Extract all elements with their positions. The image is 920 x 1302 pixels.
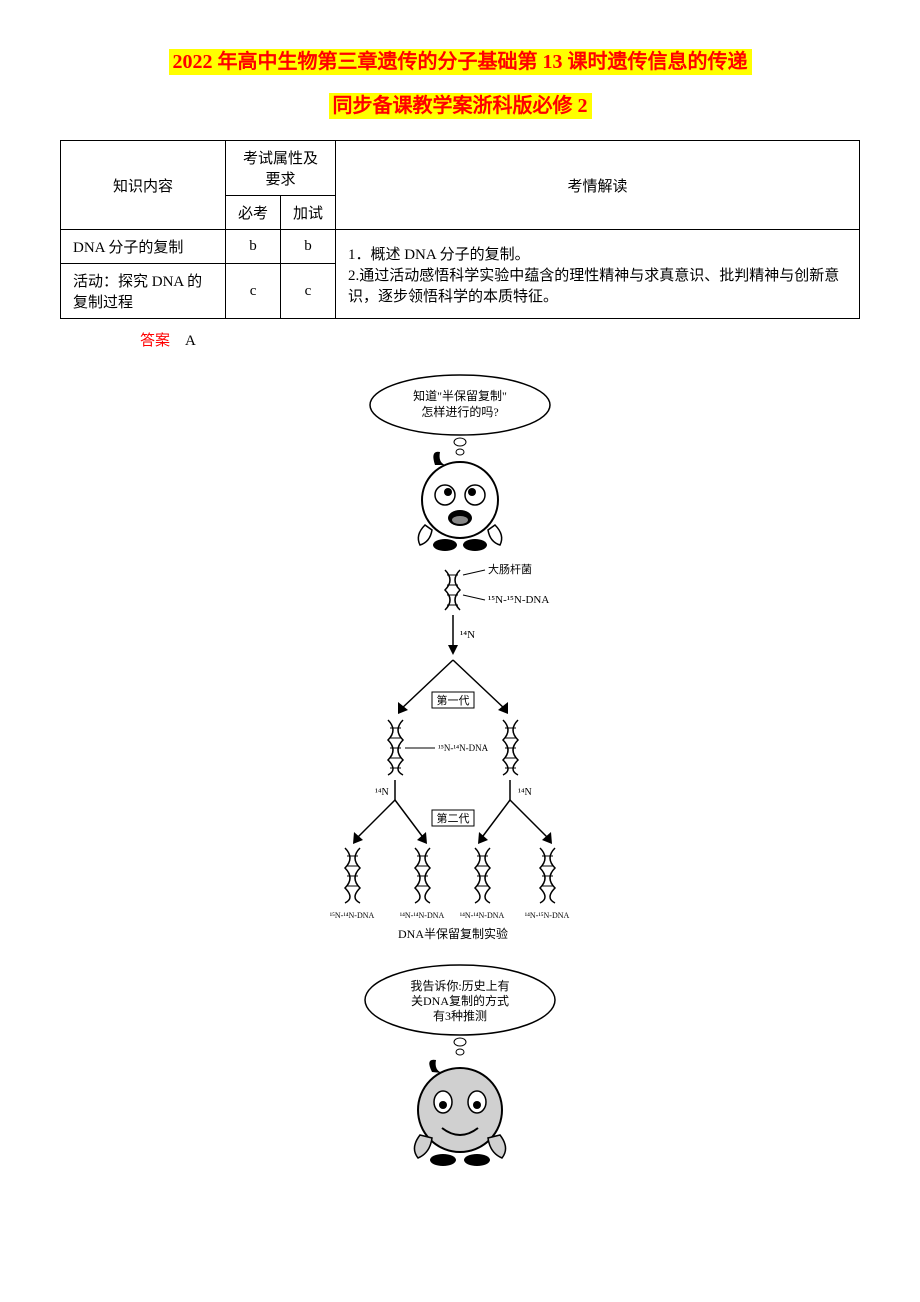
gen2-dna-1 xyxy=(345,848,360,903)
row2-req: c xyxy=(226,264,281,319)
answer-value: A xyxy=(185,333,196,349)
dna-experiment-diagram: 知道"半保留复制" 怎样进行的吗? 大肠杆菌 ¹⁵N-¹⁵N-DNA ¹⁴N xyxy=(260,370,660,1230)
n14-label-1: ¹⁴N xyxy=(460,629,475,641)
header-exam: 考试属性及要求 xyxy=(226,141,336,196)
title-line-1: 2022 年高中生物第三章遗传的分子基础第 13 课时遗传信息的传递 xyxy=(169,49,752,75)
table-header-row: 知识内容 考试属性及要求 考情解读 xyxy=(61,141,860,196)
answer-line: 答案 A xyxy=(140,329,860,350)
gen1-dna-right xyxy=(503,720,518,775)
mid-dna-label: ¹⁵N-¹⁴N-DNA xyxy=(438,743,489,753)
header-reading: 考情解读 xyxy=(335,141,859,230)
gen2-dna-3 xyxy=(475,848,490,903)
document-title-block: 2022 年高中生物第三章遗传的分子基础第 13 课时遗传信息的传递 同步备课教… xyxy=(60,40,860,128)
bubble1-text-l2: 怎样进行的吗? xyxy=(421,404,498,419)
row2-content: 活动：探究 DNA 的复制过程 xyxy=(61,264,226,319)
subheader-extra: 加试 xyxy=(281,196,336,230)
thought-bubble-2: 我告诉你:历史上有 关DNA复制的方式 有3种推测 xyxy=(365,965,555,1055)
cartoon-face-1 xyxy=(418,452,501,551)
ecoli-label: 大肠杆菌 xyxy=(488,562,532,576)
reading-cell: 1．概述 DNA 分子的复制。 2.通过活动感悟科学实验中蕴含的理性精神与求真意… xyxy=(335,230,859,319)
bubble2-text-l3: 有3种推测 xyxy=(433,1009,487,1023)
row1-content: DNA 分子的复制 xyxy=(61,230,226,264)
diagram-caption: DNA半保留复制实验 xyxy=(398,926,508,941)
gen2-label: 第二代 xyxy=(437,811,470,825)
ecoli-dna-icon xyxy=(445,570,460,610)
g2-label-d: ¹⁴N-¹⁵N-DNA xyxy=(525,911,570,920)
thought-bubble-1: 知道"半保留复制" 怎样进行的吗? xyxy=(370,375,550,455)
subheader-required: 必考 xyxy=(226,196,281,230)
row1-ext: b xyxy=(281,230,336,264)
gen1-label: 第一代 xyxy=(437,693,470,707)
row2-ext: c xyxy=(281,264,336,319)
g2-label-c: ¹⁴N-¹⁴N-DNA xyxy=(460,911,505,920)
reading-l1: 1．概述 DNA 分子的复制。 xyxy=(348,243,849,264)
n15-dna-label: ¹⁵N-¹⁵N-DNA xyxy=(488,594,549,606)
g2-label-a: ¹⁵N-¹⁴N-DNA xyxy=(330,911,375,920)
title-line-2: 同步备课教学案浙科版必修 2 xyxy=(329,93,592,119)
table-row: DNA 分子的复制 b b 1．概述 DNA 分子的复制。 2.通过活动感悟科学… xyxy=(61,230,860,264)
row1-req: b xyxy=(226,230,281,264)
answer-label: 答案 xyxy=(140,333,170,349)
n14-label-3: ¹⁴N xyxy=(518,787,532,798)
n14-label-2: ¹⁴N xyxy=(375,787,389,798)
diagram-area: 知道"半保留复制" 怎样进行的吗? 大肠杆菌 ¹⁵N-¹⁵N-DNA ¹⁴N xyxy=(60,370,860,1235)
gen1-dna-left xyxy=(388,720,403,775)
bubble1-text-l1: 知道"半保留复制" xyxy=(413,389,507,403)
reading-l2: 2.通过活动感悟科学实验中蕴含的理性精神与求真意识、批判精神与创新意识，逐步领悟… xyxy=(348,264,849,306)
info-table: 知识内容 考试属性及要求 考情解读 必考 加试 DNA 分子的复制 b b 1．… xyxy=(60,140,860,319)
header-content: 知识内容 xyxy=(61,141,226,230)
g2-label-b: ¹⁴N-¹⁴N-DNA xyxy=(400,911,445,920)
bubble2-text-l2: 关DNA复制的方式 xyxy=(411,993,509,1008)
bubble2-text-l1: 我告诉你:历史上有 xyxy=(410,979,509,993)
gen2-dna-4 xyxy=(540,848,555,903)
gen2-dna-2 xyxy=(415,848,430,903)
cartoon-face-2 xyxy=(414,1060,505,1166)
